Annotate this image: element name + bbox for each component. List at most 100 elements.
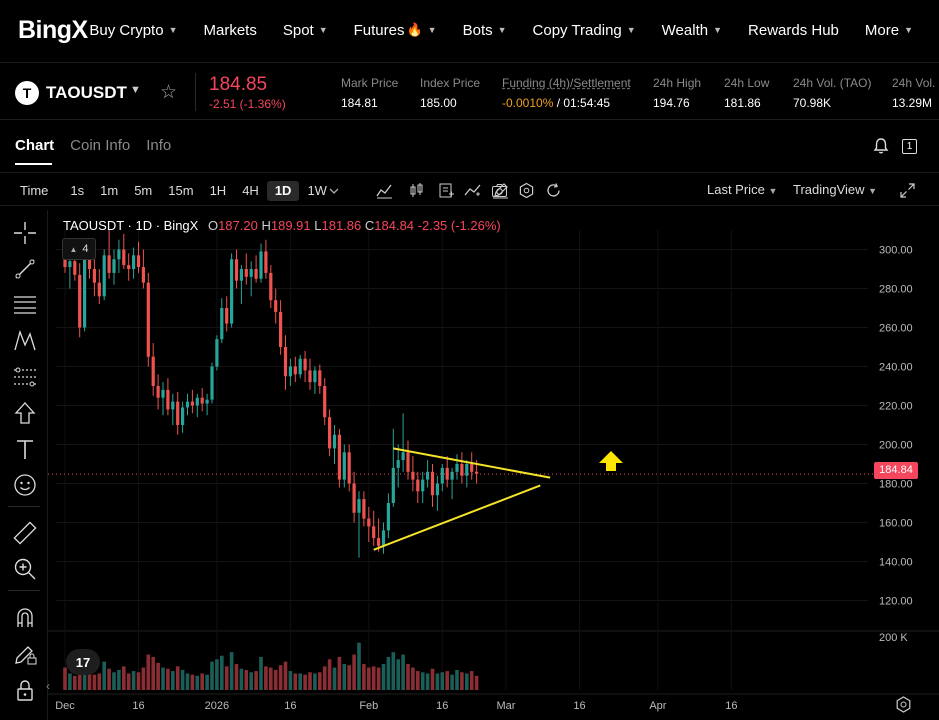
chevron-down-icon[interactable]: ▼ <box>130 84 141 96</box>
settings-gear-icon[interactable] <box>895 696 912 713</box>
high-stat: 24h High 194.76 <box>653 76 701 110</box>
symbol-selector[interactable]: TAOUSDT <box>46 83 127 102</box>
volume-bar <box>92 674 97 690</box>
indicator-toggle[interactable]: ▲ 4 <box>62 238 96 260</box>
volume-bar <box>131 671 136 690</box>
volume-bar <box>141 667 146 690</box>
lock-drawing-icon[interactable] <box>12 641 38 667</box>
info-icon[interactable]: 1 <box>902 139 917 154</box>
volume-tao-value: 70.98K <box>793 96 832 110</box>
pattern-tool-icon[interactable] <box>12 328 38 354</box>
reset-icon[interactable] <box>545 182 562 199</box>
chevron-down-icon[interactable] <box>328 185 340 197</box>
nav-item-buy-crypto[interactable]: Buy Crypto ▼ <box>89 22 177 39</box>
candle-body <box>391 467 395 503</box>
candle-body <box>195 397 199 406</box>
volume-bar <box>161 667 165 690</box>
candle-body <box>406 452 410 472</box>
interval-15m[interactable]: 15m <box>168 183 194 198</box>
volume-bar <box>342 664 347 690</box>
interval-1m[interactable]: 1m <box>100 183 119 198</box>
candle-body <box>239 269 243 281</box>
bingx-logo[interactable]: BingX <box>18 15 88 44</box>
nav-item-label: Rewards Hub <box>748 21 839 39</box>
fullscreen-icon[interactable] <box>899 182 916 199</box>
template-icon[interactable] <box>438 182 455 199</box>
funding-countdown: / 01:54:45 <box>553 96 611 110</box>
nav-item-rewards-hub[interactable]: Rewards Hub <box>748 22 839 39</box>
nav-item-futures[interactable]: Futures 🔥 ▼ <box>354 22 437 39</box>
interval-4h[interactable]: 4H <box>242 183 259 198</box>
candle-body <box>303 358 307 371</box>
chevron-left-icon[interactable]: ‹ <box>46 679 50 693</box>
candle-body <box>97 282 101 297</box>
ruler-icon[interactable] <box>12 520 38 546</box>
chart-settings-icon[interactable] <box>518 182 535 199</box>
interval-1h[interactable]: 1H <box>209 183 227 198</box>
candle-style-icon[interactable] <box>408 182 425 199</box>
time-label[interactable]: Time <box>20 183 49 198</box>
zoom-in-icon[interactable] <box>12 556 38 582</box>
nav-item-wealth[interactable]: Wealth ▼ <box>662 22 722 39</box>
index-price-stat: Index Price 185.00 <box>420 76 480 110</box>
candle-body <box>357 499 361 513</box>
volume-bar <box>406 664 410 690</box>
legend-low-label: L <box>314 218 322 233</box>
favorite-star-icon[interactable]: ☆ <box>160 82 178 103</box>
candle-body <box>249 269 253 277</box>
volume-bar <box>401 654 405 690</box>
high-value: 194.76 <box>653 96 690 110</box>
mark-price-stat: Mark Price 184.81 <box>341 76 398 110</box>
tradingview-logo[interactable]: 17 <box>66 649 100 675</box>
fib-retracement-icon[interactable] <box>12 364 38 390</box>
chart-tabs: Chart Coin Info Info <box>15 137 171 154</box>
crosshair-icon[interactable] <box>12 220 38 246</box>
nav-item-more[interactable]: More ▼ <box>865 22 913 39</box>
compare-icon[interactable] <box>464 182 481 199</box>
funding-value: -0.0010% / 01:54:45 <box>502 96 631 110</box>
time-tick-label: Apr <box>649 700 666 712</box>
nav-item-copy-trading[interactable]: Copy Trading ▼ <box>533 22 636 39</box>
price-tick-label: 280.00 <box>879 284 913 296</box>
tab-coin-info[interactable]: Coin Info <box>70 137 131 154</box>
volume-bar <box>215 659 219 690</box>
nav-item-label: Spot <box>282 21 314 39</box>
tab-info[interactable]: Info <box>146 137 172 154</box>
volume-bar <box>166 668 170 690</box>
volume-bar <box>117 669 121 690</box>
candle-body <box>430 471 435 496</box>
interval-1w[interactable]: 1W <box>307 183 327 198</box>
nav-item-bots[interactable]: Bots ▼ <box>463 22 507 39</box>
tao-coin-icon: T <box>15 81 39 105</box>
interval-5m[interactable]: 5m <box>134 183 153 198</box>
horizontal-lines-icon[interactable] <box>12 292 38 318</box>
funding-stat[interactable]: Funding (4h)/Settlement -0.0010% / 01:54… <box>502 76 631 110</box>
indicators-icon[interactable] <box>376 182 393 199</box>
price-type-dropdown[interactable]: Last Price ▼ <box>707 182 777 197</box>
nav-item-markets[interactable]: Markets <box>204 22 257 39</box>
interval-1d[interactable]: 1D <box>266 181 300 201</box>
camera-icon[interactable] <box>491 182 508 199</box>
draw-pencil-icon[interactable] <box>492 182 509 199</box>
candlestick-chart[interactable]: 300.00 280.00 260.00 240.00 220.00 200.00 180.… <box>48 210 939 720</box>
arrow-up-tool-icon[interactable] <box>12 400 38 426</box>
candle-body <box>166 389 170 410</box>
time-tick-label: 16 <box>573 700 585 712</box>
price-type-label: Last Price <box>707 182 765 197</box>
volume-bar <box>322 666 327 690</box>
volume-bar <box>450 674 454 690</box>
tab-chart[interactable]: Chart <box>15 137 55 154</box>
candle-body <box>450 471 454 480</box>
lock-icon[interactable] <box>12 677 38 703</box>
volume-bar <box>381 664 386 690</box>
interval-1s[interactable]: 1s <box>70 183 85 198</box>
trendline-tool-icon[interactable] <box>12 256 38 282</box>
emoji-tool-icon[interactable] <box>12 472 38 498</box>
candle-body <box>161 389 165 398</box>
nav-item-spot[interactable]: Spot ▼ <box>283 22 328 39</box>
bell-icon[interactable] <box>872 137 890 155</box>
volume-bar <box>303 674 307 690</box>
text-tool-icon[interactable] <box>12 436 38 462</box>
magnet-icon[interactable] <box>12 605 38 631</box>
chart-library-dropdown[interactable]: TradingView ▼ <box>793 182 877 197</box>
